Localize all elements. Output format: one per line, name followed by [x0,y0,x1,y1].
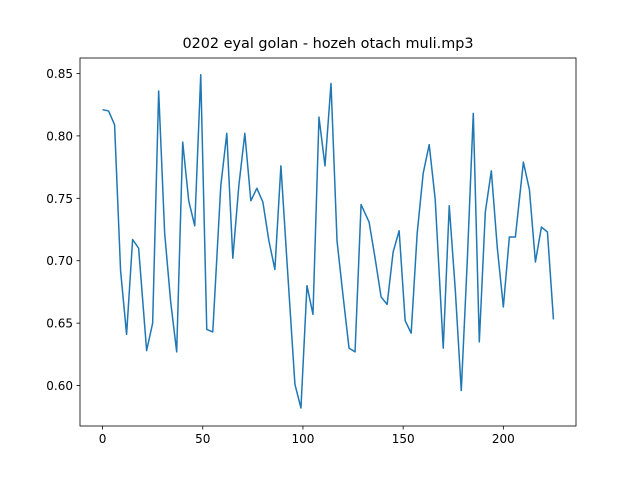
y-tick-label: 0.65 [46,317,73,331]
x-tick-label: 100 [291,432,314,446]
x-tick-label: 0 [99,432,107,446]
x-tick-label: 200 [492,432,515,446]
y-tick-label: 0.60 [46,379,73,393]
x-tick-label: 150 [392,432,415,446]
y-tick-label: 0.75 [46,192,73,206]
chart-title: 0202 eyal golan - hozeh otach muli.mp3 [182,36,473,52]
x-tick-label: 50 [195,432,210,446]
y-tick-label: 0.80 [46,129,73,143]
line-series [102,73,555,409]
plot-frame [79,57,577,427]
y-tick-label: 0.85 [46,67,73,81]
y-tick-label: 0.70 [46,254,73,268]
